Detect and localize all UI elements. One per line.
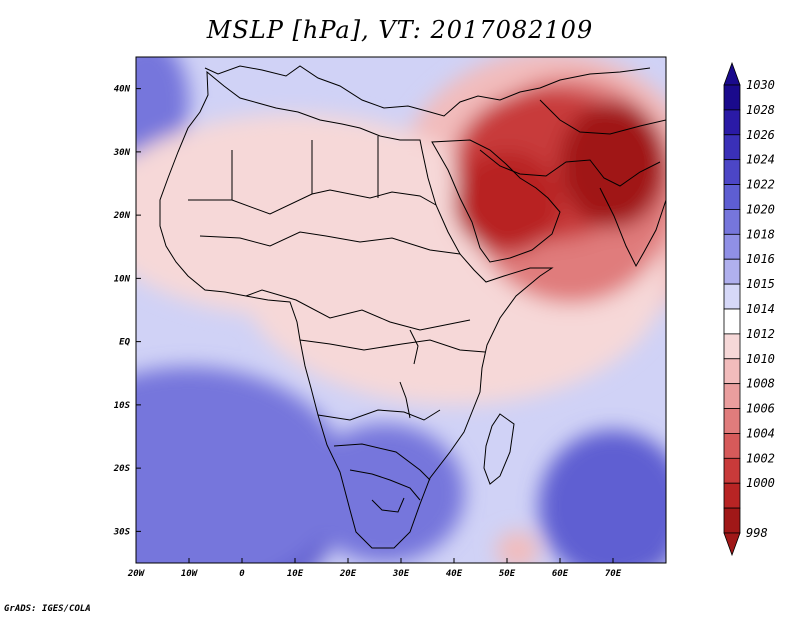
lon-tick-label: 60E	[552, 569, 569, 579]
colorbar-label: 1026	[746, 128, 775, 142]
country-borders	[159, 65, 666, 549]
lon-tick-label: 40E	[446, 569, 463, 579]
colorbar-bottom-arrow	[723, 532, 741, 557]
colorbar-label: 1008	[746, 377, 775, 391]
pressure-region-13	[454, 151, 560, 254]
lon-tick-label: 10E	[287, 569, 304, 579]
lon-tick-label: 0	[239, 569, 245, 579]
colorbar-label: 1016	[746, 252, 775, 266]
colorbar-label: 1004	[746, 426, 775, 440]
axis-ticks: 20W 10W 0 10E 20E 30E 40E 50E 60E 70E 40N 30N 20N 10N…	[113, 85, 622, 579]
colorbar-label: 1015	[746, 277, 775, 291]
colorbar-swatch	[723, 134, 741, 161]
pressure-region-2	[136, 366, 348, 563]
colorbar-swatch	[723, 308, 741, 335]
lon-tick-label: 70E	[605, 569, 622, 579]
lon-tick-label: 30E	[392, 569, 410, 579]
colorbar: 1030 1028 1026 1024 1022 1020 1018 1016 1015 1014…	[723, 61, 775, 557]
colorbar-swatch	[723, 84, 741, 111]
colorbar-label: 1030	[746, 78, 775, 92]
pressure-field	[136, 57, 666, 563]
lat-tick-label: 30S	[113, 527, 131, 537]
pressure-region-10	[136, 113, 497, 317]
colorbar-swatch	[723, 258, 741, 285]
colorbar-label: 1020	[746, 202, 775, 216]
colorbar-label: 1024	[746, 153, 775, 167]
colorbar-top-arrow	[723, 61, 741, 86]
colorbar-swatch	[723, 184, 741, 210]
colorbar-label: 1000	[746, 476, 775, 490]
lat-tick-label: 20S	[113, 464, 131, 474]
pressure-region-15	[496, 531, 539, 563]
colorbar-label: 1018	[746, 227, 775, 241]
colorbar-swatch	[723, 457, 741, 484]
pressure-region-6	[305, 423, 465, 563]
colorbar-label: 1006	[746, 402, 775, 416]
colorbar-swatch	[723, 109, 741, 136]
lon-tick-label: 10W	[181, 569, 199, 579]
lon-tick-label: 20W	[127, 569, 146, 579]
colorbar-label: 998	[746, 526, 768, 540]
colorbar-swatch	[723, 482, 741, 509]
colorbar-swatch	[723, 283, 741, 310]
pressure-region-14	[560, 101, 666, 228]
colorbar-swatch	[723, 333, 741, 360]
colorbar-swatch	[723, 507, 741, 534]
lat-tick-label: 10N	[114, 274, 131, 284]
colorbar-swatch	[723, 408, 741, 434]
lat-tick-label: EQ	[119, 338, 130, 348]
lat-tick-label: 10S	[114, 401, 131, 411]
colorbar-label: 1012	[746, 327, 775, 341]
lat-tick-label: 30N	[113, 148, 131, 158]
colorbar-label: 1002	[746, 451, 775, 465]
credit-text: GrADS: IGES/COLA	[4, 604, 91, 614]
page-title: MSLP [hPa], VT: 2017082109	[206, 16, 594, 44]
lon-tick-label: 50E	[499, 569, 516, 579]
lat-tick-label: 40N	[114, 85, 131, 95]
colorbar-swatch	[723, 358, 741, 385]
colorbar-swatch	[723, 209, 741, 235]
pressure-region-4	[538, 430, 666, 563]
lat-tick-label: 20N	[113, 211, 131, 221]
colorbar-swatch	[723, 383, 741, 409]
colorbar-label: 1014	[746, 302, 775, 316]
colorbar-swatch	[723, 159, 741, 185]
colorbar-label: 1022	[746, 178, 775, 192]
colorbar-swatch	[723, 233, 741, 260]
lon-tick-label: 20E	[339, 569, 357, 579]
colorbar-label: 1010	[746, 352, 775, 366]
colorbar-label: 1028	[746, 103, 775, 117]
colorbar-swatch	[723, 433, 741, 459]
